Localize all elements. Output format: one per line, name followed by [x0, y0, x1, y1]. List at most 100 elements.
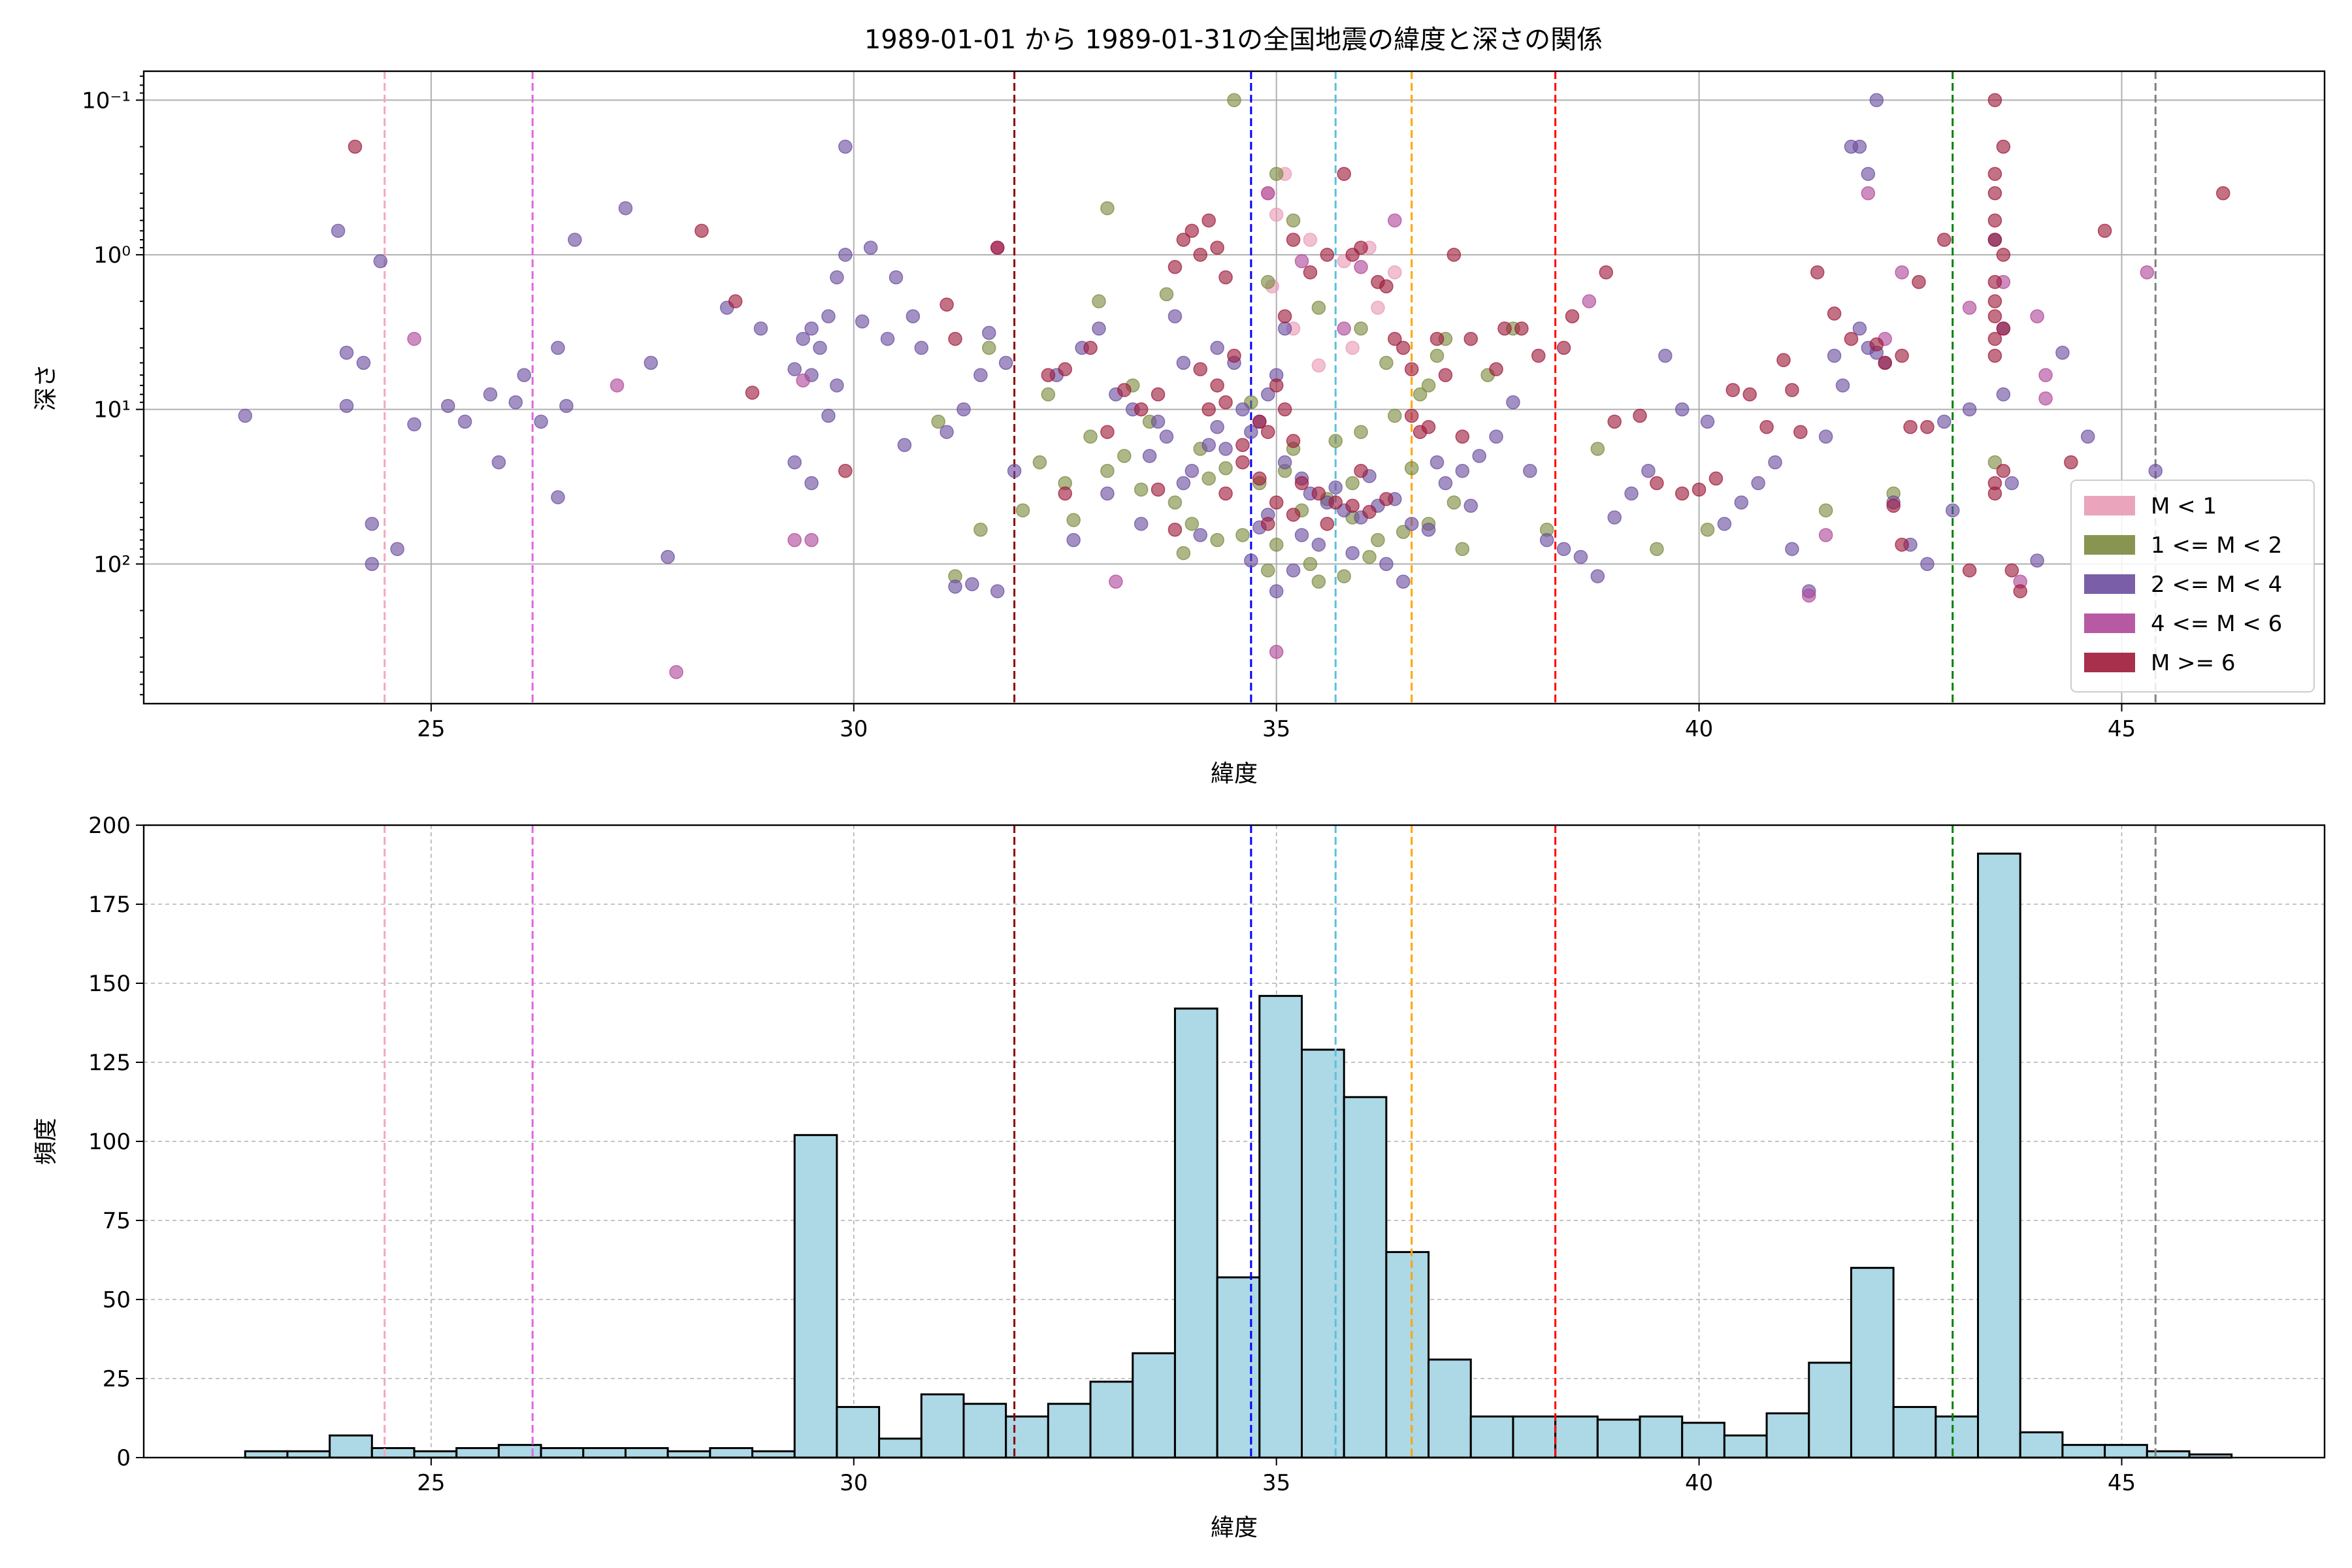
scatter-point — [1379, 492, 1394, 506]
scatter-point — [1987, 486, 2002, 501]
scatter-point — [2055, 346, 2070, 360]
scatter-point — [1083, 340, 1098, 355]
scatter-point — [1252, 414, 1267, 429]
scatter-point — [441, 399, 455, 414]
histogram-bar — [1301, 1049, 1345, 1459]
scatter-point — [830, 378, 844, 393]
scatter-point — [1345, 498, 1360, 513]
scatter-point — [1920, 419, 1935, 434]
scatter-point — [1311, 301, 1326, 315]
scatter-point — [1277, 309, 1292, 323]
scatter-point — [1117, 449, 1132, 463]
scatter-point — [661, 549, 675, 564]
scatter-point — [1362, 504, 1377, 519]
scatter-point — [238, 408, 253, 423]
scatter-point — [1311, 358, 1326, 373]
scatter-point — [1201, 402, 1216, 417]
scatter-point — [2030, 309, 2044, 323]
scatter-point — [1311, 486, 1326, 501]
scatter-point — [787, 455, 802, 470]
scatter-point — [1286, 563, 1301, 578]
scatter-point — [1776, 353, 1791, 367]
scatter-point — [1371, 301, 1385, 315]
scatter-point — [1573, 549, 1588, 564]
scatter-point — [1201, 438, 1216, 452]
scatter-point — [1269, 537, 1284, 552]
scatter-point — [1134, 402, 1149, 417]
scatter-point — [1962, 301, 1977, 315]
histogram-bar — [1258, 994, 1303, 1459]
scatter-x-tick-label: 35 — [1262, 716, 1290, 742]
histogram-x-tick-label: 35 — [1262, 1470, 1290, 1496]
histogram-bar — [455, 1446, 500, 1459]
scatter-point — [1286, 213, 1301, 228]
histogram-bar — [1681, 1422, 1725, 1459]
scatter-point — [517, 368, 531, 382]
scatter-point — [1303, 557, 1318, 572]
histogram-bar — [1047, 1403, 1092, 1459]
scatter-point — [1041, 368, 1056, 382]
scatter-point — [1286, 233, 1301, 247]
scatter-x-tick-label: 25 — [417, 716, 445, 742]
scatter-point — [1345, 340, 1360, 355]
scatter-point — [1996, 387, 2011, 402]
scatter-point — [1379, 355, 1394, 370]
histogram-bar — [244, 1450, 289, 1459]
scatter-point — [1345, 476, 1360, 491]
scatter-point — [1286, 434, 1301, 448]
scatter-point — [1590, 442, 1605, 456]
histogram-y-tick-label: 25 — [103, 1366, 131, 1392]
scatter-point — [1742, 387, 1757, 402]
scatter-point — [990, 584, 1005, 598]
scatter-point — [339, 346, 354, 360]
scatter-point — [1041, 387, 1056, 402]
histogram-bar — [1977, 853, 2021, 1459]
scatter-point — [1489, 429, 1503, 444]
histogram-bar — [1765, 1412, 1810, 1459]
scatter-point — [2013, 584, 2027, 598]
histogram-bar — [1173, 1007, 1218, 1459]
scatter-point — [1827, 348, 1842, 363]
histogram-bar — [413, 1450, 458, 1459]
scatter-point — [1151, 482, 1166, 497]
histogram-y-tick-label: 50 — [103, 1287, 131, 1313]
scatter-point — [1277, 321, 1292, 336]
scatter-point — [1937, 233, 1952, 247]
scatter-y-ticks: 10⁻¹ 10⁰ 10¹ 10² — [82, 75, 144, 696]
scatter-point — [483, 387, 498, 402]
histogram-bar — [1343, 1096, 1388, 1459]
histogram-y-ticks: 0 25 50 75 100 125 150 175 200 — [88, 813, 144, 1471]
scatter-point — [644, 355, 659, 370]
legend-box — [2070, 480, 2315, 693]
scatter-point — [838, 139, 853, 154]
scatter-point — [356, 355, 371, 370]
histogram-x-axis-label: 緯度 — [1211, 1514, 1258, 1541]
histogram-y-tick-label: 0 — [116, 1445, 131, 1471]
scatter-point — [1996, 139, 2011, 154]
scatter-point — [2030, 553, 2044, 568]
scatter-point — [1058, 362, 1072, 376]
scatter-point — [1210, 378, 1224, 393]
scatter-point — [1590, 569, 1605, 583]
scatter-point — [1912, 274, 1926, 289]
histogram-bar — [1216, 1276, 1261, 1459]
scatter-point — [1328, 480, 1343, 495]
scatter-point — [491, 455, 506, 470]
scatter-point — [2038, 368, 2053, 382]
scatter-point — [2080, 429, 2095, 444]
scatter-point — [2004, 476, 2019, 491]
scatter-point — [669, 664, 683, 679]
scatter-point — [1633, 408, 1647, 423]
scatter-point — [804, 532, 819, 547]
scatter-point — [855, 314, 870, 329]
scatter-point — [1751, 476, 1765, 491]
scatter-point — [390, 542, 404, 557]
scatter-point — [1987, 186, 2002, 201]
scatter-point — [1818, 429, 1833, 444]
scatter-point — [1218, 270, 1233, 285]
scatter-point — [1920, 557, 1935, 572]
scatter-y-tick-label: 10² — [93, 551, 131, 578]
scatter-point — [1396, 525, 1411, 539]
scatter-point — [804, 476, 819, 491]
